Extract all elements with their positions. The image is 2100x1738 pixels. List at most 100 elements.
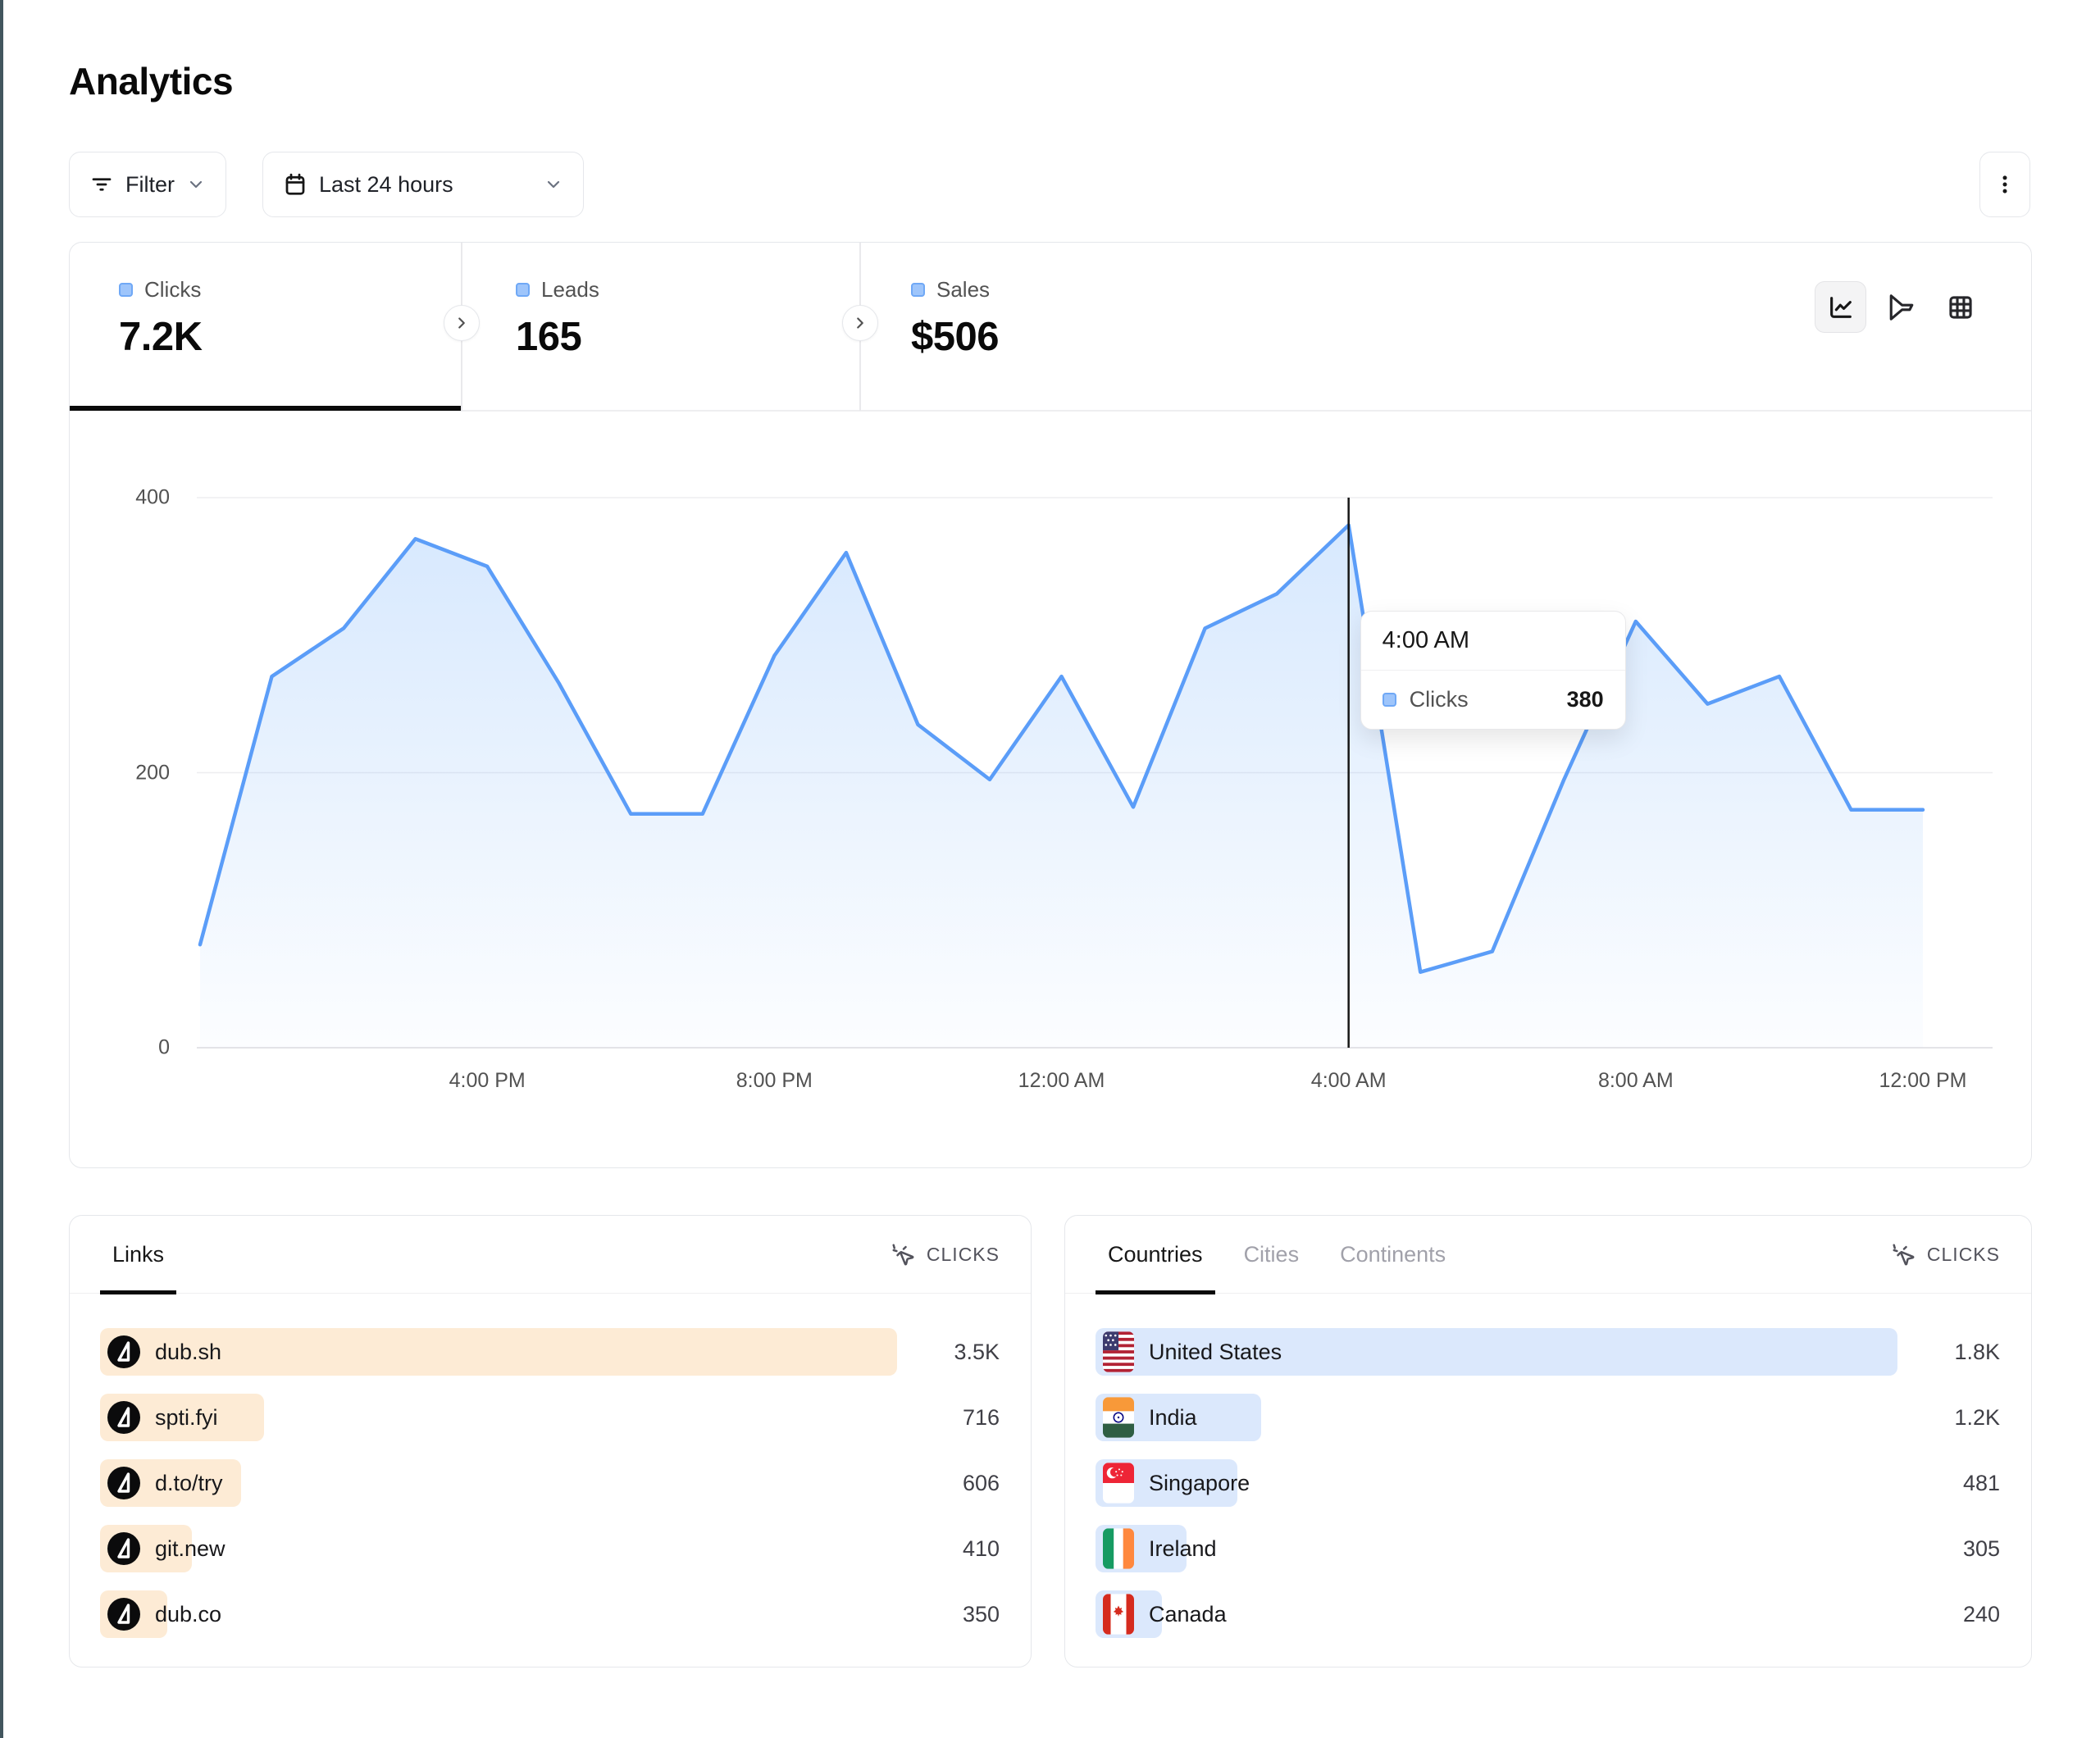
tab-clicks[interactable]: Clicks 7.2K — [119, 243, 430, 411]
metric-selector[interactable]: CLICKS — [891, 1216, 1000, 1294]
stat-value: 165 — [516, 315, 582, 359]
calendar-icon — [283, 172, 307, 197]
row-track: United States — [1096, 1328, 1897, 1376]
table-row[interactable]: d.to/try 606 — [100, 1459, 1000, 1507]
clicks-area-chart[interactable] — [197, 460, 1993, 1049]
tab-leads[interactable]: Leads 165 — [516, 243, 827, 411]
row-label: India — [1149, 1404, 1197, 1430]
row-label: d.to/try — [155, 1470, 223, 1495]
stat-label: Leads — [541, 277, 599, 302]
dub-logo-icon — [107, 1598, 140, 1631]
chevron-down-icon — [186, 175, 206, 194]
page-title: Analytics — [69, 60, 234, 102]
row-track: spti.fyi — [100, 1394, 897, 1441]
kebab-menu-icon — [1993, 172, 2017, 197]
chevron-down-icon — [544, 175, 563, 194]
row-value: 410 — [962, 1536, 1000, 1561]
row-label: dub.co — [155, 1601, 222, 1627]
row-value: 1.8K — [1954, 1339, 2000, 1364]
row-value: 3.5K — [954, 1339, 1000, 1364]
more-options-button[interactable] — [1979, 152, 2030, 217]
date-range-label: Last 24 hours — [319, 171, 453, 197]
row-value: 240 — [1962, 1601, 2000, 1627]
y-tick-label: 0 — [158, 1035, 170, 1059]
table-row[interactable]: dub.co 350 — [100, 1590, 1000, 1638]
cursor-click-icon — [891, 1243, 916, 1267]
view-funnel-button[interactable] — [1884, 289, 1920, 325]
row-label: Singapore — [1149, 1470, 1250, 1495]
us-flag-icon — [1103, 1331, 1134, 1372]
table-row[interactable]: git.new 410 — [100, 1525, 1000, 1572]
tab-cities[interactable]: Cities — [1232, 1216, 1312, 1294]
ca-flag-icon — [1103, 1594, 1134, 1635]
in-flag-icon — [1103, 1397, 1134, 1438]
tab-continents[interactable]: Continents — [1328, 1216, 1458, 1294]
dub-logo-icon — [107, 1532, 140, 1565]
stat-label: Clicks — [144, 277, 202, 302]
window-edge-strip — [0, 0, 3, 1738]
tooltip-legend-square — [1382, 693, 1396, 707]
tab-sales[interactable]: Sales $506 — [911, 243, 1223, 411]
links-card-header — [70, 1216, 1031, 1294]
table-row[interactable]: dub.sh 3.5K — [100, 1328, 1000, 1376]
x-tick-label: 12:00 PM — [1879, 1069, 1967, 1092]
x-tick-label: 8:00 PM — [736, 1069, 813, 1092]
countries-card-header — [1065, 1216, 2031, 1294]
y-tick-label: 200 — [135, 761, 170, 784]
table-row[interactable]: United States 1.8K — [1096, 1328, 2000, 1376]
filter-button[interactable]: Filter — [69, 152, 226, 217]
tab-links[interactable]: Links — [100, 1216, 177, 1294]
row-value: 1.2K — [1954, 1404, 2000, 1430]
row-track: d.to/try — [100, 1459, 897, 1507]
cursor-click-icon — [1892, 1243, 1916, 1267]
y-tick-label: 400 — [135, 485, 170, 509]
tab-label: Links — [112, 1242, 165, 1267]
sales-legend-square — [911, 283, 925, 297]
area-fill — [200, 525, 1923, 1048]
clicks-series-line — [198, 523, 1925, 974]
stats-divider — [70, 410, 2031, 412]
clicks-legend-square — [119, 283, 133, 297]
table-row[interactable]: Canada 240 — [1096, 1590, 2000, 1638]
date-range-button[interactable]: Last 24 hours — [262, 152, 584, 217]
row-track: git.new — [100, 1525, 897, 1572]
table-row[interactable]: spti.fyi 716 — [100, 1394, 1000, 1441]
line-chart-icon — [1829, 296, 1852, 318]
row-label: dub.sh — [155, 1339, 222, 1364]
sg-flag-icon — [1103, 1463, 1134, 1504]
row-track: Canada — [1096, 1590, 1897, 1638]
view-line-chart-button[interactable] — [1815, 281, 1866, 333]
tab-countries[interactable]: Countries — [1096, 1216, 1215, 1294]
analytics-card: Clicks 7.2K Leads 165 Sales $506 — [69, 242, 2032, 1168]
x-tick-label: 4:00 AM — [1310, 1069, 1387, 1092]
expand-leads-button[interactable] — [444, 305, 480, 341]
links-card: Links CLICKS dub.sh 3.5K spti.fyi 716 d.to/t… — [69, 1215, 1032, 1667]
table-row[interactable]: Ireland 305 — [1096, 1525, 2000, 1572]
filter-icon — [89, 172, 114, 197]
table-row[interactable]: Singapore 481 — [1096, 1459, 2000, 1507]
metric-label: CLICKS — [926, 1244, 1000, 1265]
view-table-button[interactable] — [1943, 289, 1979, 325]
row-track: Singapore — [1096, 1459, 1897, 1507]
dub-logo-icon — [107, 1335, 140, 1368]
funnel-icon — [1889, 294, 1914, 321]
table-grid-icon — [1949, 296, 1972, 319]
metric-selector[interactable]: CLICKS — [1892, 1216, 2000, 1294]
expand-sales-button[interactable] — [842, 305, 878, 341]
dub-logo-icon — [107, 1467, 140, 1499]
table-row[interactable]: India 1.2K — [1096, 1394, 2000, 1441]
row-value: 606 — [962, 1470, 1000, 1495]
row-value: 305 — [1962, 1536, 2000, 1561]
metric-label: CLICKS — [1926, 1244, 2000, 1265]
dub-logo-icon — [107, 1401, 140, 1434]
tab-label: Countries — [1108, 1242, 1203, 1267]
tooltip-value: 380 — [1566, 687, 1604, 712]
row-track: Ireland — [1096, 1525, 1897, 1572]
value-bar — [1096, 1328, 1897, 1376]
filter-button-label: Filter — [125, 171, 175, 197]
chevron-right-icon — [857, 317, 863, 329]
row-label: git.new — [155, 1536, 225, 1561]
x-tick-label: 4:00 PM — [449, 1069, 526, 1092]
leads-legend-square — [516, 283, 530, 297]
row-value: 481 — [1962, 1470, 2000, 1495]
